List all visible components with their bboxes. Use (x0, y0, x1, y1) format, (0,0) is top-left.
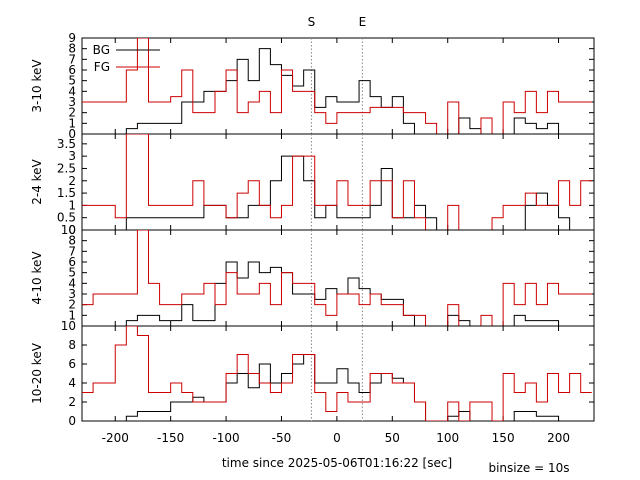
x-tick-label: 0 (333, 431, 341, 445)
y-axis-label: 3-10 keV (30, 59, 44, 113)
series-line-bg (82, 155, 592, 230)
y-tick-label: 7 (68, 52, 76, 66)
legend-label: FG (94, 60, 110, 74)
y-tick-label: 4 (68, 276, 76, 290)
y-tick-label: 2 (68, 395, 76, 409)
x-tick-label: -200 (102, 431, 129, 445)
series-line-bg (82, 354, 592, 421)
y-tick-label: 0 (68, 223, 76, 237)
y-tick-label: 6 (68, 63, 76, 77)
x-axis-label: time since 2025-05-06T01:16:22 [sec] (222, 456, 452, 470)
y-tick-label: 3 (68, 95, 76, 109)
y-tick-label: 10 (61, 223, 76, 237)
y-tick-label: 5 (68, 266, 76, 280)
y-tick-label: 0 (68, 127, 76, 141)
x-tick-label: 50 (385, 431, 400, 445)
series-line-fg (82, 326, 592, 421)
x-tick-label: -50 (272, 431, 292, 445)
y-tick-label: 4 (68, 84, 76, 98)
y-tick-label: 6 (68, 357, 76, 371)
panel: 0 2 4 6 8 10 -200 -150 -100 -50 0 50 100 150 200 10-20 … (30, 319, 595, 445)
binsize-label: binsize = 10s (488, 461, 569, 475)
x-tick-label: 100 (436, 431, 459, 445)
y-tick-label: 2 (68, 298, 76, 312)
marker-label: S (308, 15, 316, 29)
legend-label: BG (93, 43, 110, 57)
y-tick-label: 2 (68, 106, 76, 120)
y-tick-label: 4 (68, 376, 76, 390)
y-tick-label: 1.5 (57, 186, 76, 200)
y-tick-label: 3 (68, 149, 76, 163)
y-tick-label: 8 (68, 338, 76, 352)
y-tick-label: 2.5 (57, 161, 76, 175)
y-axis-label: 4-10 keV (30, 251, 44, 305)
y-tick-label: 3 (68, 287, 76, 301)
x-tick-label: -150 (157, 431, 184, 445)
x-tick-label: -100 (212, 431, 239, 445)
y-tick-label: 8 (68, 42, 76, 56)
y-tick-label: 7 (68, 244, 76, 258)
series-line-fg (82, 134, 592, 230)
panel-frame (81, 229, 595, 327)
y-tick-label: 8 (68, 234, 76, 248)
y-tick-label: 5 (68, 74, 76, 88)
panel: 00.511.522.533.5 2-4 keV (30, 133, 595, 237)
y-axis-label: 2-4 keV (30, 158, 44, 204)
y-axis-label: 10-20 keV (30, 342, 44, 404)
y-tick-label: 1 (68, 116, 76, 130)
y-tick-label: 2 (68, 174, 76, 188)
series-line-fg (82, 38, 592, 134)
series-line-fg (82, 230, 592, 326)
marker-label: E (359, 15, 367, 29)
y-tick-label: 1 (68, 308, 76, 322)
y-tick-label: 3.5 (57, 137, 76, 151)
x-tick-label: 200 (547, 431, 570, 445)
panel-frame (81, 133, 595, 231)
panel-frame (81, 37, 595, 135)
y-tick-label: 0 (68, 414, 76, 428)
y-tick-label: 0.5 (57, 211, 76, 225)
y-tick-label: 1 (68, 198, 76, 212)
y-tick-label: 10 (61, 319, 76, 333)
series-line-bg (82, 261, 592, 326)
panel-frame (81, 325, 595, 422)
y-tick-label: 6 (68, 255, 76, 269)
series-line-bg (82, 48, 592, 134)
x-tick-label: 150 (492, 431, 515, 445)
y-tick-label: 9 (68, 31, 76, 45)
